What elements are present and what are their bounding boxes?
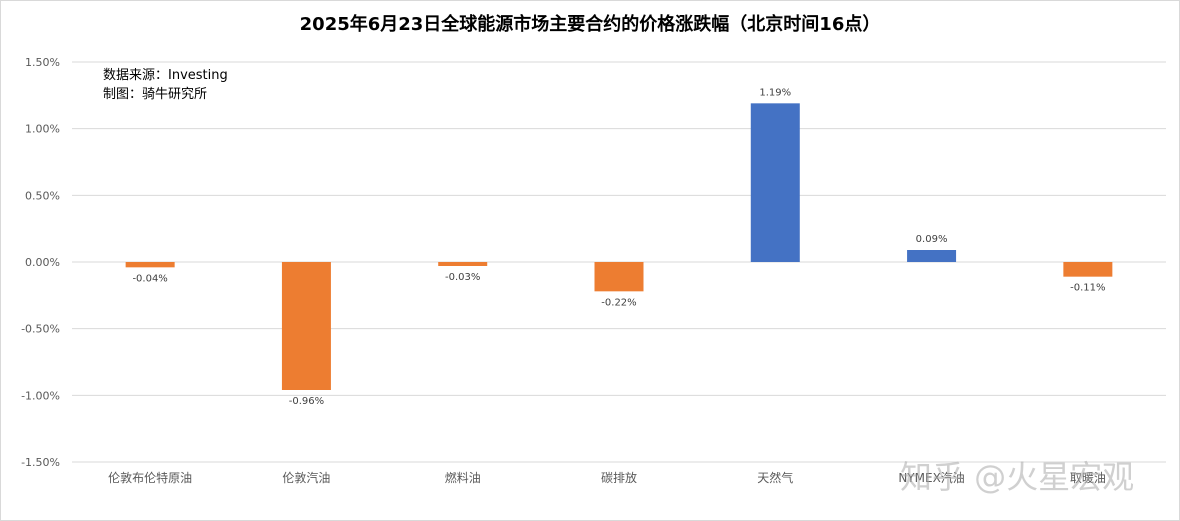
category-label: 伦敦布伦特原油 (108, 470, 192, 485)
data-label: -0.96% (289, 396, 324, 407)
data-label: 0.09% (916, 234, 948, 245)
y-tick-label: -0.50% (21, 323, 60, 336)
y-tick-label: 1.50% (25, 56, 60, 69)
category-label: 伦敦汽油 (282, 470, 330, 485)
y-tick-label: -1.00% (21, 389, 60, 402)
category-label: 燃料油 (445, 470, 481, 485)
y-tick-label: -1.50% (21, 456, 60, 469)
y-tick-label: 0.50% (25, 189, 60, 202)
y-tick-label: 0.00% (25, 256, 60, 269)
bar (594, 262, 644, 292)
watermark: 知乎 @火星宏观 (900, 458, 1135, 496)
data-label: -0.03% (445, 272, 480, 283)
author-note: 制图：骑牛研究所 (103, 87, 208, 102)
x-axis-categories: 伦敦布伦特原油 伦敦汽油 燃料油 碳排放 天然气 NYMEX汽油 取暖油 (108, 470, 1106, 485)
data-label: -0.22% (601, 297, 636, 308)
data-labels: -0.04% -0.96% -0.03% -0.22% 1.19% 0.09% -0.11% (132, 87, 1105, 407)
bar (438, 262, 488, 266)
chart-title: 2025年6月23日全球能源市场主要合约的价格涨跌幅（北京时间16点） (299, 14, 881, 35)
bar (125, 262, 175, 268)
y-tick-label: 1.00% (25, 123, 60, 136)
bar (750, 103, 800, 262)
category-label: 碳排放 (601, 470, 637, 485)
category-label: NYMEX汽油 (898, 470, 964, 485)
data-label: 1.19% (759, 87, 791, 98)
bars (125, 103, 1113, 390)
bar (281, 262, 331, 390)
source-note: 数据来源：Investing (103, 68, 228, 83)
category-label: 取暖油 (1070, 471, 1106, 485)
bar (1063, 262, 1113, 277)
category-label: 天然气 (757, 470, 793, 485)
y-axis-ticks: 1.50% 1.00% 0.50% 0.00% -0.50% -1.00% -1.50% (21, 56, 60, 469)
data-label: -0.11% (1070, 283, 1105, 294)
data-label: -0.04% (132, 273, 167, 284)
bar (907, 250, 957, 262)
